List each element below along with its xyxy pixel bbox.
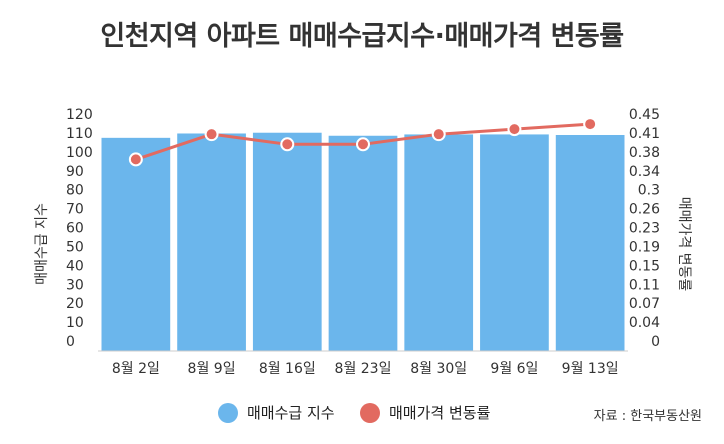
legend-item-bar[interactable]: 매매수급 지수 [218, 402, 335, 423]
right-axis-ticks: 0.45 0.41 0.38 0.34 0.3 0.26 0.23 0.19 0.15 0.11 0… [629, 107, 660, 350]
legend-swatch-bar [218, 402, 238, 423]
left-tick-label: 50 [66, 239, 84, 255]
right-axis-title: 매매가격 변동률 [676, 197, 692, 292]
x-axis-ticks: 8월 2일 8월 9일 8월 16일 8월 23일 8월 30일 9월 6일 9월 13일 [112, 361, 619, 377]
legend: 매매수급 지수 매매가격 변동률 [0, 398, 724, 428]
left-tick-label: 70 [66, 202, 84, 218]
left-tick-label: 90 [66, 164, 84, 180]
line-point[interactable] [507, 122, 522, 137]
bar[interactable] [480, 134, 549, 351]
line-point[interactable] [280, 137, 295, 152]
right-tick-label: 0.45 [629, 107, 660, 123]
right-tick-label: 0.3 [638, 183, 660, 199]
source-note: 자료 : 한국부동산원 [593, 409, 702, 424]
x-tick-label: 8월 23일 [335, 361, 392, 377]
line-series-markers [128, 117, 598, 167]
line-point[interactable] [128, 152, 143, 167]
line-point[interactable] [204, 127, 219, 142]
left-tick-label: 60 [66, 221, 84, 237]
left-axis-title: 매매수급 지수 [34, 203, 50, 285]
line-point[interactable] [356, 137, 370, 152]
left-tick-label: 0 [66, 334, 75, 350]
right-tick-label: 0.15 [629, 258, 660, 274]
right-tick-label: 0.34 [629, 164, 660, 180]
right-tick-label: 0.38 [629, 145, 660, 161]
chart-title: 인천지역 아파트 매매수급지수·매매가격 변동률 [100, 21, 624, 52]
line-point[interactable] [583, 117, 598, 132]
bar[interactable] [328, 135, 398, 351]
x-tick-label: 8월 2일 [112, 361, 160, 377]
right-tick-label: 0.41 [629, 126, 660, 142]
right-tick-label: 0.11 [629, 277, 660, 293]
right-tick-label: 0.23 [629, 221, 660, 237]
left-tick-label: 120 [66, 107, 93, 123]
right-tick-label: 0.19 [629, 239, 660, 255]
left-tick-label: 100 [66, 145, 93, 161]
left-tick-label: 80 [66, 183, 84, 199]
right-tick-label: 0.26 [629, 202, 660, 218]
left-tick-label: 40 [66, 258, 84, 274]
left-tick-label: 30 [66, 277, 84, 293]
right-tick-label: 0 [651, 334, 660, 350]
x-tick-label: 9월 13일 [562, 361, 619, 377]
left-tick-label: 110 [66, 126, 93, 142]
bar[interactable] [101, 137, 171, 351]
legend-item-line[interactable]: 매매가격 변동률 [360, 402, 490, 423]
right-tick-label: 0.04 [629, 315, 660, 331]
line-point[interactable] [431, 127, 446, 142]
bar[interactable] [404, 134, 474, 351]
bar[interactable] [252, 132, 322, 351]
right-tick-label: 0.07 [629, 296, 660, 312]
x-tick-label: 8월 9일 [188, 361, 236, 377]
left-tick-label: 20 [66, 296, 84, 312]
bar[interactable] [177, 133, 246, 351]
legend-swatch-line [360, 402, 380, 423]
legend-label-line: 매매가격 변동률 [389, 404, 491, 422]
x-tick-label: 9월 6일 [490, 361, 538, 377]
x-tick-label: 8월 30일 [410, 361, 467, 377]
bar[interactable] [555, 134, 625, 351]
legend-label-bar: 매매수급 지수 [247, 404, 335, 422]
left-tick-label: 10 [66, 315, 84, 331]
bar-series [101, 132, 625, 351]
x-tick-label: 8월 16일 [259, 361, 316, 377]
